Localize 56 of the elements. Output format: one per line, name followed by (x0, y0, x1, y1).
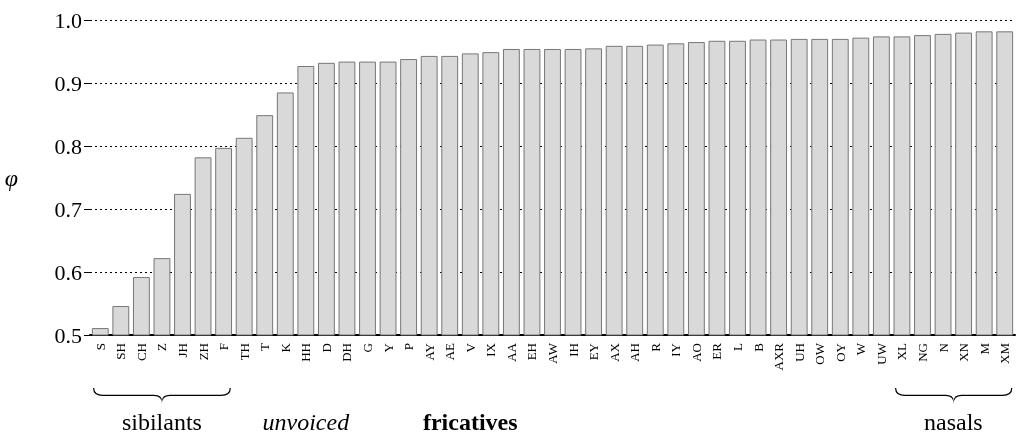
x-tick-label: K (277, 342, 293, 353)
x-tick-label: T (257, 342, 273, 351)
text: unvoiced (262, 409, 350, 436)
x-tick-label: SH (113, 343, 129, 360)
x-tick-label: R (647, 342, 663, 352)
x-tick-label: P (401, 343, 417, 351)
text: sibilants (121, 409, 202, 436)
x-tick-label: V (462, 342, 478, 353)
y-tick-label: 0.9 (54, 70, 82, 96)
x-tick-label: AO (688, 343, 704, 362)
x-tick-label: JH (175, 343, 190, 358)
x-tick-label: ZH (195, 343, 211, 361)
x-tick-label: IH (565, 343, 581, 357)
text: nasals (924, 409, 983, 436)
x-tick-label: XL (894, 342, 910, 361)
x-tick-label: EY (586, 342, 602, 361)
x-tick-label: M (976, 342, 992, 355)
x-tick-label: L (730, 342, 745, 351)
x-tick-label: W (853, 342, 869, 356)
x-tick-label: CH (133, 343, 149, 362)
x-tick-label: AE (442, 342, 458, 361)
x-tick-label: OY (832, 342, 848, 362)
x-tick-label: XM (997, 342, 1013, 364)
x-tick-label: B (750, 342, 766, 352)
x-tick-label: Y (380, 342, 396, 353)
y-tick-label: 0.6 (54, 259, 82, 285)
x-tick-label: F (216, 343, 232, 351)
x-tick-label: XN (956, 342, 972, 362)
x-tick-label: G (360, 343, 375, 353)
y-axis-title: φ (4, 164, 18, 191)
x-tick-label: AW (545, 342, 560, 364)
y-tick-label: 0.8 (54, 133, 82, 159)
x-tick-label: N (935, 342, 951, 353)
x-tick-label: S (92, 343, 108, 351)
x-tick-label: AY (421, 342, 437, 361)
y-tick-label: 0.7 (54, 196, 82, 222)
x-tick-label: IY (668, 342, 684, 357)
x-tick-label: AX (606, 342, 622, 362)
text: fricatives (422, 409, 518, 436)
x-tick-label: Z (154, 342, 170, 351)
x-tick-label: UW (873, 342, 889, 365)
x-tick-label: AH (627, 343, 643, 362)
y-tick-label: 1.0 (54, 7, 82, 33)
y-tick-label: 0.5 (54, 322, 82, 348)
x-tick-label: TH (236, 343, 252, 361)
x-tick-label: ER (709, 342, 725, 360)
x-tick-label: AA (503, 342, 519, 362)
x-tick-label: HH (298, 343, 314, 362)
x-tick-label: AXR (771, 342, 787, 371)
x-tick-label: EH (524, 343, 540, 361)
x-tick-label: D (318, 343, 334, 353)
x-tick-label: IX (483, 342, 499, 357)
x-tick-label: DH (339, 343, 355, 362)
x-tick-label: OW (812, 342, 828, 365)
x-tick-label: UH (791, 343, 807, 362)
x-tick-label: NG (915, 343, 930, 362)
